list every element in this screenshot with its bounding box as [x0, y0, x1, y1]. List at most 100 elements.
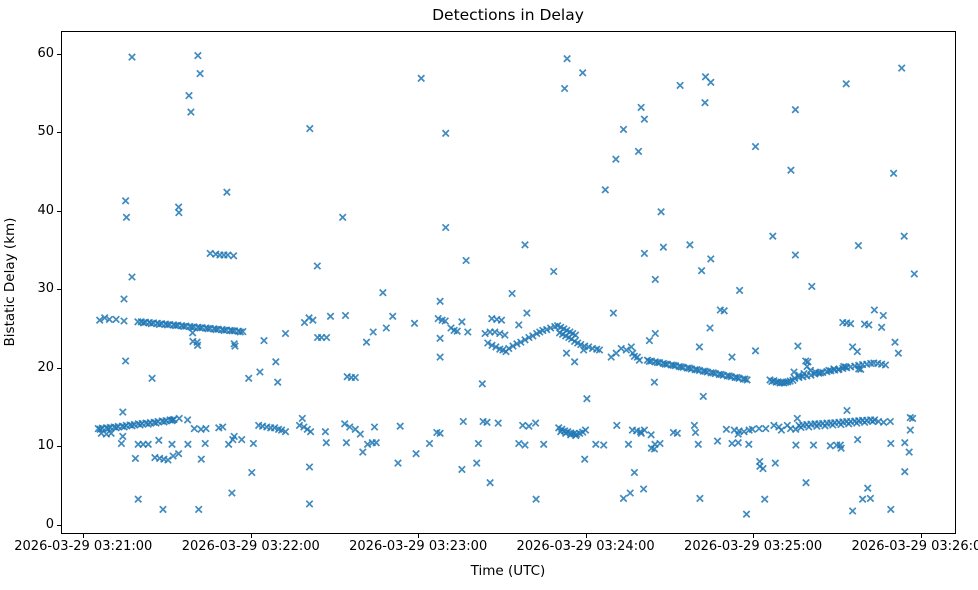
scatter-marker	[694, 440, 703, 449]
scatter-marker	[95, 316, 104, 325]
scatter-marker	[305, 124, 314, 133]
scatter-marker	[237, 435, 246, 444]
scatter-marker	[436, 353, 444, 361]
scatter-marker	[562, 349, 571, 358]
scatter-marker	[858, 495, 867, 504]
scatter-marker	[601, 185, 610, 194]
scatter-marker	[131, 454, 140, 463]
scatter-marker	[313, 262, 322, 270]
scatter-marker	[761, 424, 770, 433]
scatter-marker	[886, 417, 895, 426]
scatter-marker	[661, 360, 670, 369]
scatter-marker	[828, 421, 837, 429]
scatter-marker	[120, 295, 128, 303]
scatter-marker	[791, 105, 800, 114]
scatter-marker	[516, 338, 525, 347]
scatter-marker	[497, 316, 506, 325]
scatter-marker	[509, 342, 517, 350]
scatter-marker	[886, 505, 895, 514]
scatter-marker	[771, 459, 780, 467]
scatter-marker	[813, 422, 821, 431]
scatter-marker	[639, 485, 648, 493]
scatter-marker	[504, 344, 513, 353]
y-tick-label: 40	[37, 202, 54, 218]
scatter-marker	[787, 166, 795, 175]
scatter-marker	[295, 421, 304, 430]
scatter-marker	[152, 419, 160, 427]
scatter-marker	[521, 240, 529, 249]
scatter-marker	[322, 438, 331, 447]
scatter-marker	[488, 341, 496, 350]
scatter-marker	[155, 320, 164, 329]
scatter-marker	[163, 321, 172, 329]
plot-area	[61, 31, 956, 534]
scatter-marker	[139, 319, 148, 327]
scatter-marker	[218, 423, 227, 431]
scatter-marker	[576, 340, 585, 349]
scatter-marker	[791, 251, 800, 259]
scatter-marker	[492, 343, 500, 351]
scatter-marker	[900, 232, 909, 241]
scatter-marker	[599, 441, 608, 449]
scatter-marker	[659, 243, 668, 252]
x-tick-label: 2026-03-29 03:21:00	[14, 539, 153, 554]
scatter-marker	[627, 343, 636, 351]
y-tick-label: 50	[37, 124, 54, 140]
scatter-marker	[650, 378, 659, 387]
scatter-marker	[640, 249, 649, 258]
scatter-marker	[578, 68, 587, 77]
scatter-marker	[570, 357, 579, 366]
scatter-marker	[458, 465, 466, 474]
scatter-marker	[370, 423, 379, 431]
scatter-marker	[525, 333, 533, 342]
scatter-marker	[453, 327, 462, 336]
scatter-marker	[669, 361, 678, 370]
scatter-marker	[645, 336, 654, 345]
scatter-marker	[870, 306, 879, 314]
scatter-marker	[900, 438, 909, 447]
scatter-marker	[581, 426, 590, 434]
scatter-marker	[514, 439, 523, 448]
scatter-marker	[693, 365, 701, 374]
scatter-marker	[528, 332, 537, 340]
scatter-marker	[188, 328, 197, 337]
scatter-marker	[699, 392, 708, 401]
scatter-marker	[223, 251, 232, 259]
scatter-marker	[483, 418, 491, 427]
scatter-marker	[630, 468, 639, 477]
scatter-marker	[104, 424, 113, 433]
scatter-marker	[532, 495, 540, 504]
scatter-marker	[717, 370, 725, 379]
scatter-marker	[905, 448, 914, 456]
scatter-marker	[249, 439, 258, 448]
scatter-marker	[825, 366, 833, 375]
scatter-marker	[121, 357, 130, 365]
scatter-marker	[634, 147, 643, 156]
scatter-marker	[436, 334, 444, 343]
scatter-marker	[695, 343, 704, 351]
scatter-marker	[523, 309, 531, 317]
scatter-marker	[122, 213, 131, 222]
scatter-marker	[837, 420, 845, 429]
scatter-marker	[396, 422, 405, 431]
scatter-marker	[436, 429, 444, 438]
scatter-marker	[134, 495, 143, 504]
scatter-marker	[382, 324, 391, 332]
scatter-marker	[843, 406, 851, 415]
scatter-marker	[425, 439, 434, 448]
scatter-marker	[490, 328, 499, 336]
scatter-marker	[514, 321, 523, 329]
scatter-marker	[735, 286, 744, 295]
x-tick-label: 2026-03-29 03:24:00	[516, 539, 655, 554]
scatter-marker	[194, 51, 202, 60]
scatter-marker	[584, 343, 593, 351]
scatter-marker	[112, 315, 120, 324]
scatter-marker	[842, 79, 851, 88]
y-tick-mark	[57, 210, 61, 212]
scatter-marker	[640, 115, 649, 124]
scatter-marker	[853, 435, 862, 444]
y-tick-label: 10	[37, 438, 54, 454]
scatter-marker	[187, 108, 195, 116]
scatter-marker	[513, 339, 521, 348]
scatter-marker	[886, 439, 895, 448]
